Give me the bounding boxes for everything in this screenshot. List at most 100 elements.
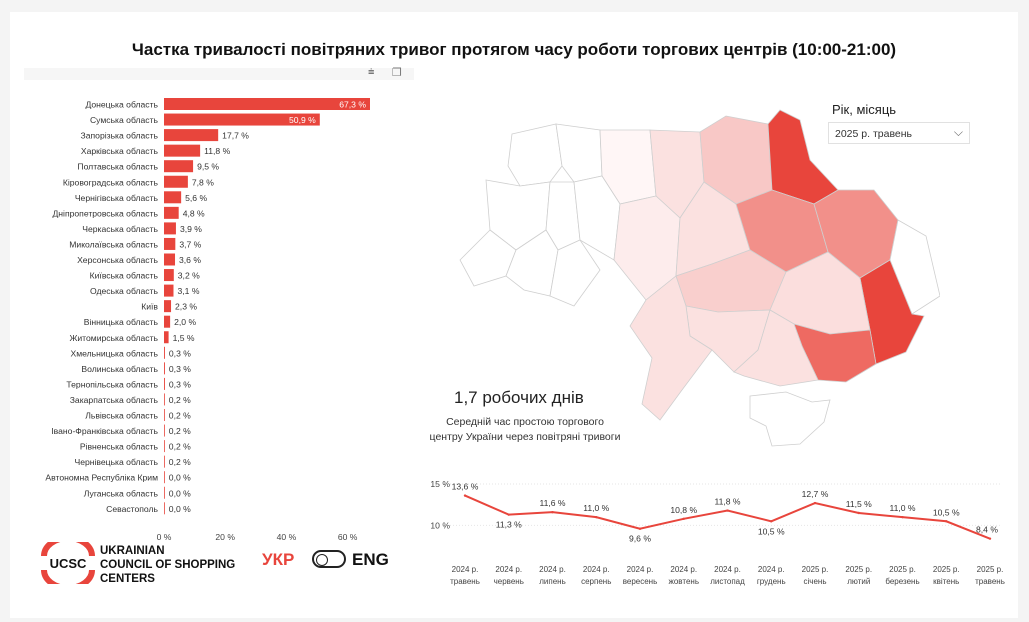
bar[interactable] <box>164 424 165 437</box>
x-tick-label-month: червень <box>494 577 524 586</box>
ukraine-map <box>459 109 940 447</box>
bar-value-label: 50,9 % <box>289 115 316 125</box>
point-value-label: 13,6 % <box>452 482 479 492</box>
bar[interactable] <box>164 144 201 157</box>
language-toggle-icon[interactable] <box>312 550 346 568</box>
map-region-crimea[interactable] <box>749 391 831 447</box>
bar[interactable] <box>164 486 165 499</box>
kpi-description: Середній час простою торгового центру Ук… <box>410 415 640 445</box>
data-point[interactable] <box>901 515 904 519</box>
data-point[interactable] <box>507 513 510 516</box>
map-region-volyn[interactable] <box>507 123 563 187</box>
bar-category-label: Черкаська область <box>82 224 158 234</box>
map-region-chernivtsi[interactable] <box>549 239 601 307</box>
bar[interactable] <box>164 315 171 328</box>
bar-value-label: 0,2 % <box>169 442 191 452</box>
bar[interactable] <box>164 346 165 359</box>
bar-category-label: Херсонська область <box>77 255 158 265</box>
x-tick-label-month: квітень <box>933 577 959 586</box>
point-value-label: 12,7 % <box>802 489 829 499</box>
x-tick-label-month: липень <box>539 577 566 586</box>
bar[interactable] <box>164 237 176 250</box>
data-point[interactable] <box>813 501 817 505</box>
bar[interactable] <box>164 471 165 484</box>
focus-mode-icon[interactable]: ❐ <box>392 67 402 79</box>
ucsc-logo: UCSC <box>41 542 95 584</box>
bar-value-label: 17,7 % <box>222 131 249 141</box>
lang-ukr-button[interactable]: УКР <box>262 550 295 569</box>
bar-value-label: 3,9 % <box>180 224 202 234</box>
bar[interactable] <box>164 300 172 313</box>
logo-text-line-2: COUNCIL OF SHOPPING <box>100 559 236 571</box>
bar[interactable] <box>164 409 165 421</box>
map-region-kherson[interactable] <box>733 309 819 387</box>
bar-category-label: Кіровоградська область <box>63 177 159 187</box>
x-tick-label-month: серпень <box>581 577 611 586</box>
bar[interactable] <box>164 269 174 282</box>
bar[interactable] <box>164 440 165 453</box>
bar-category-label: Полтавська область <box>77 162 158 172</box>
bar[interactable] <box>164 331 169 344</box>
bar-category-label: Київська область <box>90 271 159 281</box>
map-region-odesa[interactable] <box>629 275 713 421</box>
bar-category-label: Одеська область <box>90 286 159 296</box>
map-region-rivne[interactable] <box>555 123 603 183</box>
data-point[interactable] <box>682 517 685 520</box>
data-point[interactable] <box>638 527 642 530</box>
x-tick-label: 60 % <box>338 532 358 542</box>
bar-value-label: 3,7 % <box>179 239 201 249</box>
bar[interactable] <box>164 113 320 126</box>
page-title: Частка тривалості повітряних тривог прот… <box>131 40 897 59</box>
bar[interactable] <box>164 253 176 266</box>
bar[interactable] <box>164 284 174 297</box>
kpi-description-line-1: Середній час простою торгового <box>446 416 604 428</box>
point-value-label: 9,6 % <box>629 534 651 544</box>
logo-text-line-3: CENTERS <box>100 573 155 585</box>
bar[interactable] <box>164 191 182 204</box>
bar-value-label: 0,0 % <box>169 488 191 498</box>
data-point[interactable] <box>726 509 729 512</box>
bar[interactable] <box>164 129 219 142</box>
data-point[interactable] <box>770 520 773 523</box>
data-point[interactable] <box>988 537 992 540</box>
x-tick-label: 20 % <box>215 532 235 542</box>
bar[interactable] <box>164 393 165 406</box>
month-select-value: 2025 р. травень <box>835 128 913 140</box>
kpi-value: 1,7 робочих днів <box>454 388 584 407</box>
data-point[interactable] <box>463 494 467 497</box>
x-tick-label-month: січень <box>804 577 827 586</box>
bar[interactable] <box>164 222 176 235</box>
bar[interactable] <box>164 206 179 219</box>
bar[interactable] <box>164 455 165 468</box>
point-value-label: 11,6 % <box>539 498 565 508</box>
bar-category-label: Хмельницька область <box>70 348 158 358</box>
data-point[interactable] <box>595 515 598 519</box>
y-tick-label: 10 % <box>430 520 450 530</box>
month-select[interactable]: 2025 р. травень ⌵ <box>828 122 970 144</box>
filter-icon[interactable]: ⩧ <box>368 66 375 78</box>
lang-eng-button[interactable]: ENG <box>352 550 389 569</box>
point-value-label: 10,8 % <box>670 505 697 515</box>
bar-value-label: 0,2 % <box>169 457 191 467</box>
bar-value-label: 0,3 % <box>169 348 191 358</box>
bar[interactable] <box>164 160 194 173</box>
data-point[interactable] <box>945 520 948 523</box>
x-tick-label-month: травень <box>450 577 480 586</box>
bar[interactable] <box>164 362 165 375</box>
bar-value-label: 0,2 % <box>169 426 191 436</box>
bar[interactable] <box>164 377 165 390</box>
chevron-down-icon[interactable]: ⌵ <box>953 125 963 139</box>
bar-category-label: Миколаївська область <box>69 239 158 249</box>
bar-category-label: Львівська область <box>85 411 158 421</box>
bar[interactable] <box>164 502 165 515</box>
x-tick-label-month: жовтень <box>669 577 699 586</box>
x-tick-label-month: листопад <box>710 577 745 586</box>
bar[interactable] <box>164 175 188 188</box>
bar-category-label: Дніпропетровська область <box>52 208 158 218</box>
x-tick-label-month: березень <box>885 577 919 586</box>
y-tick-label: 15 % <box>430 479 450 489</box>
bar-category-label: Вінницька область <box>84 317 159 327</box>
data-point[interactable] <box>551 510 554 514</box>
bar[interactable] <box>164 98 370 110</box>
data-point[interactable] <box>857 511 860 515</box>
